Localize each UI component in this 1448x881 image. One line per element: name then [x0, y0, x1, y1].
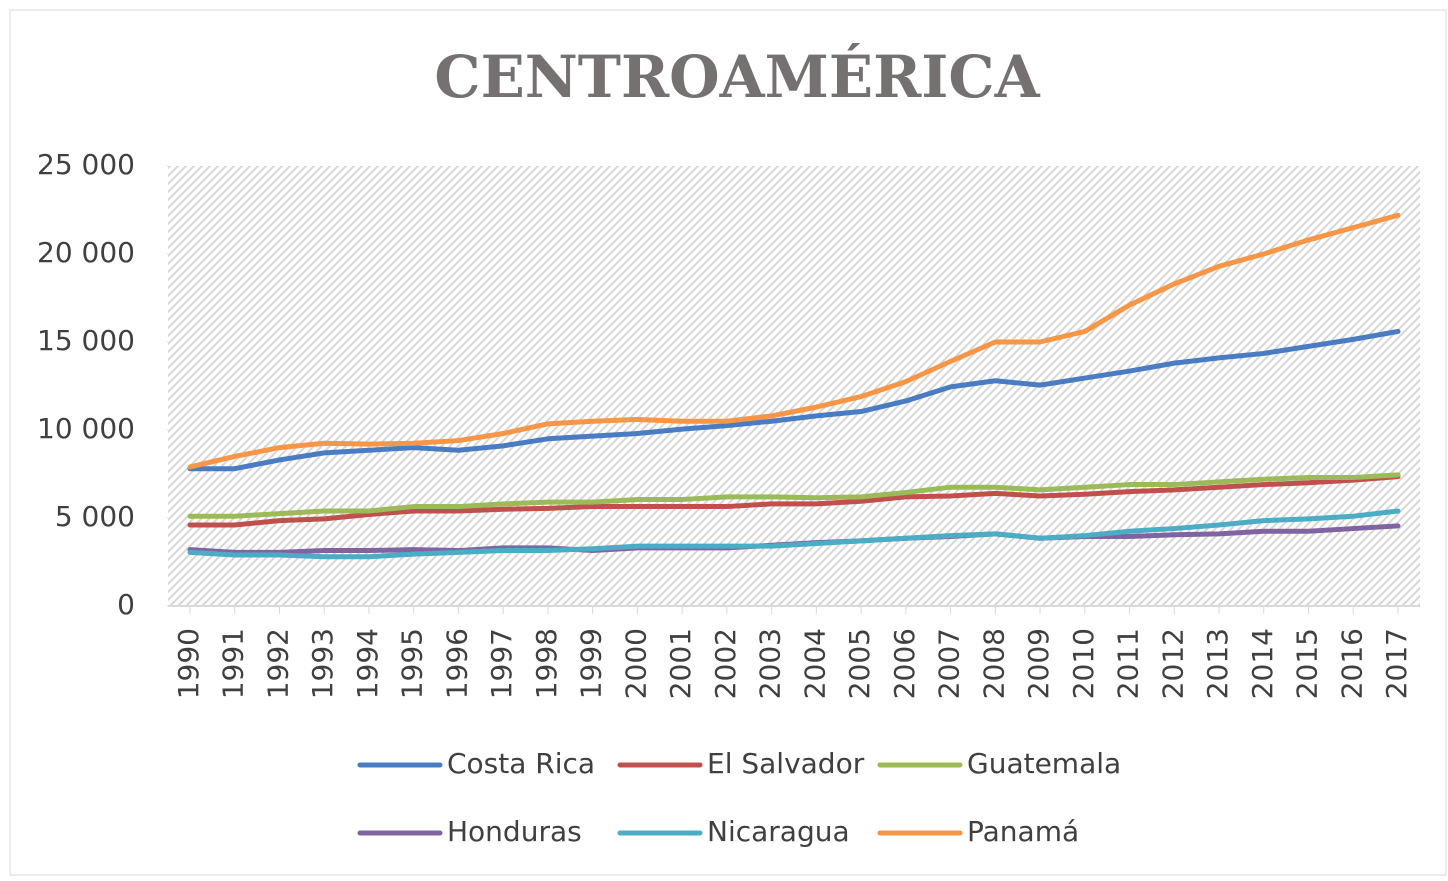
series-line — [187, 508, 1401, 560]
x-tick-label: 1993 — [306, 628, 339, 699]
y-tick-label: 5 000 — [55, 500, 135, 533]
x-tick-label: 2003 — [754, 628, 787, 699]
series-line — [187, 212, 1401, 470]
x-tick-label: 2009 — [1022, 628, 1055, 699]
x-tick-label: 2017 — [1380, 628, 1413, 699]
x-tick-label: 2004 — [798, 628, 831, 699]
y-tick-label: 0 — [117, 588, 135, 621]
series-line — [187, 474, 1401, 528]
x-tick-label: 2013 — [1201, 628, 1234, 699]
legend-label: Honduras — [447, 815, 582, 848]
x-tick-label: 1990 — [172, 628, 205, 699]
x-tick-label: 2011 — [1112, 628, 1145, 699]
x-tick-label: 2016 — [1335, 628, 1368, 699]
legend-label: El Salvador — [707, 747, 865, 780]
x-tick-label: 2002 — [709, 628, 742, 699]
x-tick-label: 2007 — [933, 628, 966, 699]
plot-area — [168, 166, 1420, 606]
x-tick-label: 2014 — [1246, 628, 1279, 699]
y-tick-label: 10 000 — [37, 412, 135, 445]
legend-label: Costa Rica — [447, 747, 595, 780]
x-tick-label: 1991 — [217, 628, 250, 699]
x-tick-label: 1998 — [530, 628, 563, 699]
x-tick-label: 2001 — [664, 628, 697, 699]
series-line — [187, 328, 1401, 472]
x-tick-label: 1999 — [575, 628, 608, 699]
x-tick-label: 2010 — [1067, 628, 1100, 699]
y-tick-label: 25 000 — [37, 148, 135, 181]
x-tick-label: 1996 — [440, 628, 473, 699]
x-tick-label: 2008 — [977, 628, 1010, 699]
x-tick-label: 1994 — [351, 628, 384, 699]
x-tick-label: 2015 — [1291, 628, 1324, 699]
y-tick-label: 20 000 — [37, 236, 135, 269]
x-tick-label: 2005 — [843, 628, 876, 699]
x-tick-label: 2000 — [619, 628, 652, 699]
x-tick-label: 2006 — [888, 628, 921, 699]
legend-label: Nicaragua — [707, 815, 850, 848]
x-tick-label: 1992 — [261, 628, 294, 699]
chart-title: CENTROAMÉRICA — [434, 43, 1040, 111]
x-tick-label: 1997 — [485, 628, 518, 699]
legend-label: Panamá — [967, 815, 1079, 848]
series-line — [187, 472, 1401, 519]
y-tick-label: 15 000 — [37, 324, 135, 357]
x-tick-label: 2012 — [1156, 628, 1189, 699]
legend-label: Guatemala — [967, 747, 1121, 780]
x-tick-label: 1995 — [396, 628, 429, 699]
